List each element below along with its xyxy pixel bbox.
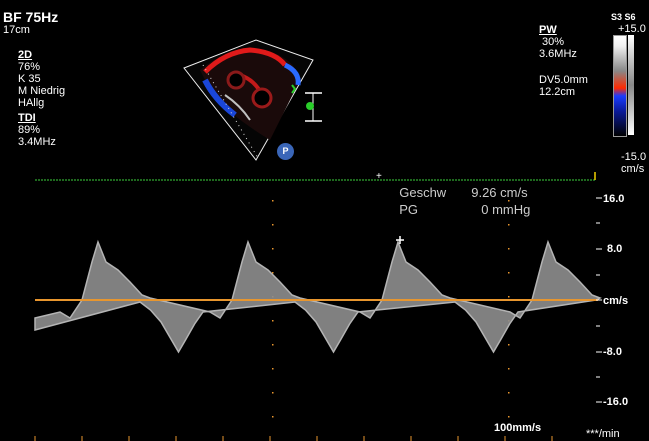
m-setting: M Niedrig (18, 85, 66, 97)
k-setting: K 35 (18, 73, 41, 85)
scale-bottom: -15.0 (621, 151, 647, 163)
pw-gain: 30% (542, 36, 565, 48)
pw-label: PW (539, 24, 557, 36)
velocity-value: 9.26 cm/s (471, 185, 528, 200)
pg-value: 0 mmHg (481, 202, 531, 217)
pressure-readout: PG 0 mmHg (392, 184, 530, 218)
velocity-label: Geschw (399, 185, 447, 200)
tdi-gain: 89% (18, 124, 41, 136)
scale-unit: cm/s (621, 163, 645, 175)
dv-label: DV5.0mm (539, 74, 588, 86)
2d-gain: 76% (18, 61, 41, 73)
pg-label: PG (399, 202, 419, 217)
p-badge: P (277, 143, 294, 160)
measurement-readout: Geschw 9.26 cm/s (392, 167, 528, 201)
axis-unit: cm/s (603, 295, 629, 307)
gray-scale-bar (628, 35, 634, 135)
scale-top: +15.0 (618, 23, 646, 35)
h-setting: HAllg (18, 97, 45, 109)
time-markers (272, 200, 510, 418)
sample-gate[interactable] (305, 92, 322, 122)
axis-tick-minus-8: -8.0 (603, 346, 622, 358)
axis-tick-8: 8.0 (607, 243, 623, 255)
sweep-speed: 100mm/s (494, 422, 542, 434)
tdi-freq: 3.4MHz (18, 136, 56, 148)
pw-freq: 3.6MHz (539, 48, 577, 60)
pw-depth: 12.2cm (539, 86, 576, 98)
time-axis (34, 436, 553, 441)
mode-2d-label: 2D (18, 49, 33, 61)
axis-tick-16: 16.0 (603, 193, 625, 205)
mode-title: BF 75Hz (3, 9, 59, 25)
probe-label: S3 S6 (611, 12, 636, 22)
depth-label: 17cm (3, 24, 30, 36)
sector-image (183, 39, 314, 161)
svg-text:+: + (376, 171, 382, 182)
axis-tick-minus-16: -16.0 (603, 396, 629, 408)
measurement-cursor[interactable] (396, 236, 404, 244)
color-scale-bar (613, 35, 627, 137)
tdi-label: TDI (18, 112, 36, 124)
velocity-envelope (34, 239, 602, 354)
heart-rate: ***/min (586, 428, 620, 440)
velocity-axis (596, 197, 602, 403)
